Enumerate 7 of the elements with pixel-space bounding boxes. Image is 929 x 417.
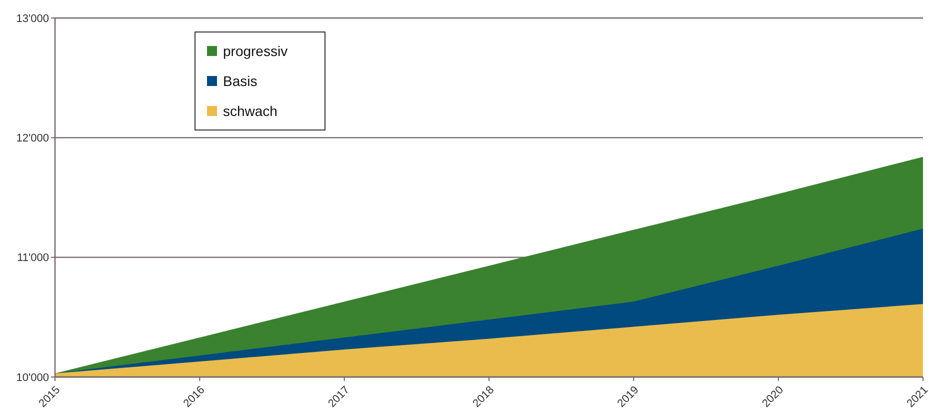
legend-label: progressiv [223, 42, 288, 59]
legend-label: schwach [223, 102, 278, 119]
y-tick-label: 13'000 [16, 12, 49, 25]
y-tick-label: 10'000 [16, 372, 49, 384]
legend-label: Basis [223, 72, 258, 89]
y-tick-label: 12'000 [16, 132, 49, 145]
y-tick-label: 11'000 [17, 252, 49, 264]
